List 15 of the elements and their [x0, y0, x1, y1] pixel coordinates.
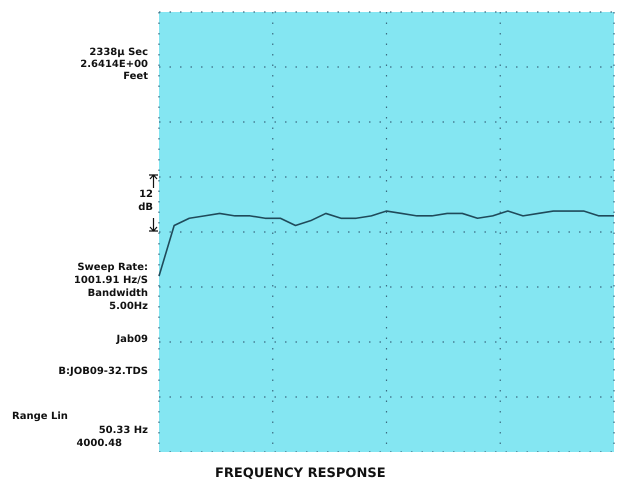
- text: 4000.48: [76, 438, 122, 450]
- text: FREQUENCY RESPONSE: [215, 466, 386, 481]
- text: Range Lin: [12, 411, 68, 423]
- text: Bandwidth: [88, 288, 148, 300]
- text: Jab09: [116, 334, 148, 346]
- text: 12: [139, 189, 153, 201]
- text: 2338μ Sec: [89, 47, 148, 59]
- text: 2.6414E+00: [80, 59, 148, 71]
- text: dB: [138, 202, 153, 214]
- text: B:JOB09-32.TDS: [58, 366, 148, 378]
- text: 5.00Hz: [109, 301, 148, 313]
- text: 1001.91 Hz/S: [74, 275, 148, 287]
- text: Sweep Rate:: [77, 262, 148, 274]
- text: 50.33 Hz: [98, 425, 148, 437]
- text: Feet: [123, 71, 148, 83]
